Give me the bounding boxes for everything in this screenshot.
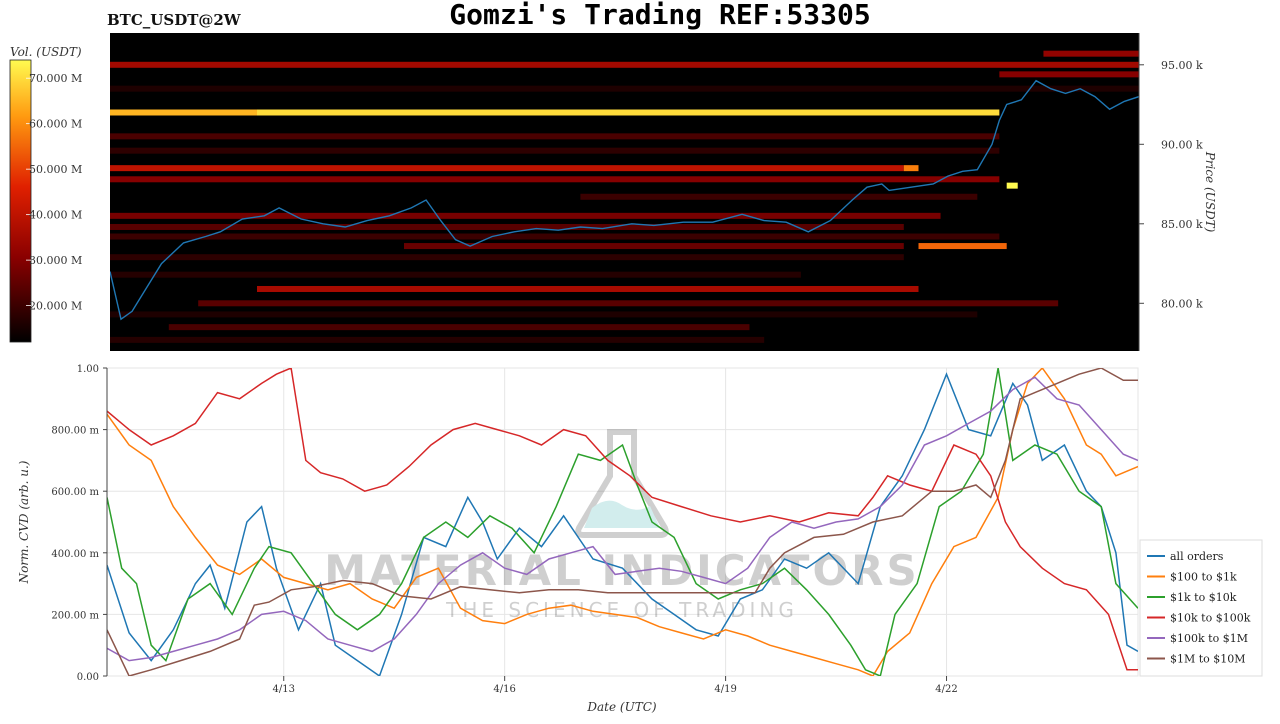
legend-box [1139,539,1263,677]
colorbar-tick-label: 20.000 M [29,300,82,313]
cvd-series-line [107,368,1138,676]
liquidity-band [110,133,1000,140]
cvd-x-axis-ticks: 4/13 4/16 4/19 4/22 [273,676,958,695]
cvd-series-line [107,376,1138,662]
legend: all orders $100 to $1k $1k to $10k $10k to … [1139,539,1263,677]
cvd-series-lines [107,368,1138,676]
cvd-x-tick-label: 4/16 [493,684,515,695]
cvd-series-line [107,368,1138,671]
cvd-series-line [107,372,1138,676]
price-tick-label: 80.00 k [1161,297,1203,310]
cvd-y-tick-label: 600.00 m [51,487,99,498]
colorbar [9,59,32,343]
symbol-label: BTC_USDT@2W [107,11,242,29]
price-axis-ticks: 80.00 k 85.00 k 90.00 k 95.00 k [1139,59,1203,310]
liquidity-band [110,223,904,230]
price-axis-label: Price (USDT) [1203,151,1217,233]
cvd-x-tick-label: 4/22 [935,684,957,695]
liquidity-band [918,243,1007,250]
liquidity-band [110,61,1139,68]
liquidity-band [404,243,904,250]
liquidity-band [110,233,1000,240]
colorbar-tick-label: 30.000 M [29,254,82,267]
liquidity-band [110,176,1000,183]
liquidity-band [110,311,978,318]
cvd-y-axis-label: Norm. CVD (arb. u.) [17,460,31,584]
cvd-gridlines [107,367,1138,677]
colorbar-tick-label: 70.000 M [29,72,82,85]
cvd-plot-area [106,367,1139,677]
flask-icon [575,429,669,538]
cvd-y-tick-label: 800.00 m [51,426,99,437]
price-tick-label: 95.00 k [1161,59,1203,72]
watermark-brand: MATERIAL INDICATORS [324,546,920,595]
liquidity-band [1043,50,1139,57]
liquidity-band [999,71,1139,78]
cvd-x-tick-label: 4/19 [714,684,736,695]
watermark-tagline: THE SCIENCE OF TRADING [445,598,798,622]
legend-label: $1M to $10M [1170,653,1246,666]
legend-label: $1k to $10k [1170,591,1237,604]
price-tick-label: 90.00 k [1161,138,1203,151]
liquidity-band [903,165,919,172]
liquidity-band [110,254,904,261]
colorbar-label: Vol. (USDT) [10,45,82,59]
legend-label: $10k to $100k [1170,612,1251,625]
liquidity-band [110,109,257,116]
cvd-series-line [107,368,1138,676]
cvd-x-tick-label: 4/13 [273,684,295,695]
cvd-y-tick-label: 1.00 [77,364,99,375]
legend-label: $100 to $1k [1170,571,1237,584]
cvd-y-tick-label: 200.00 m [51,610,99,621]
price-line [110,79,1139,321]
legend-label: all orders [1170,550,1224,563]
cvd-y-tick-label: 0.00 [77,672,99,683]
price-tick-label: 85.00 k [1161,218,1203,231]
colorbar-tick-label: 50.000 M [29,163,82,176]
liquidity-band [580,193,978,200]
liquidity-band [110,147,1000,154]
liquidity-band [1006,182,1018,189]
liquidity-band [168,324,750,331]
liquidity-band [198,300,1059,307]
liquidity-band [257,109,1000,116]
colorbar-ticks: 20.000 M 30.000 M 40.000 M 50.000 M 60.000 M… [26,72,82,313]
liquidity-band [110,165,904,172]
colorbar-tick-label: 40.000 M [29,209,82,222]
liquidity-band [257,285,919,292]
legend-label: $100k to $1M [1170,632,1248,645]
liquidity-band [110,85,1139,92]
liquidity-band [110,212,941,219]
page-title: Gomzi's Trading REF:53305 [449,0,870,31]
liquidity-heatmap [110,50,1139,343]
cvd-y-tick-label: 400.00 m [51,549,99,560]
watermark: MATERIAL INDICATORS THE SCIENCE OF TRADI… [324,429,920,622]
cvd-x-axis-label: Date (UTC) [586,700,656,714]
colorbar-tick-label: 60.000 M [29,118,82,131]
cvd-y-axis-ticks: 0.00 200.00 m 400.00 m 600.00 m 800.00 m 1.00 [51,364,108,683]
cvd-series-line [107,368,1138,676]
liquidity-band [110,271,801,278]
liquidity-band [110,336,765,343]
